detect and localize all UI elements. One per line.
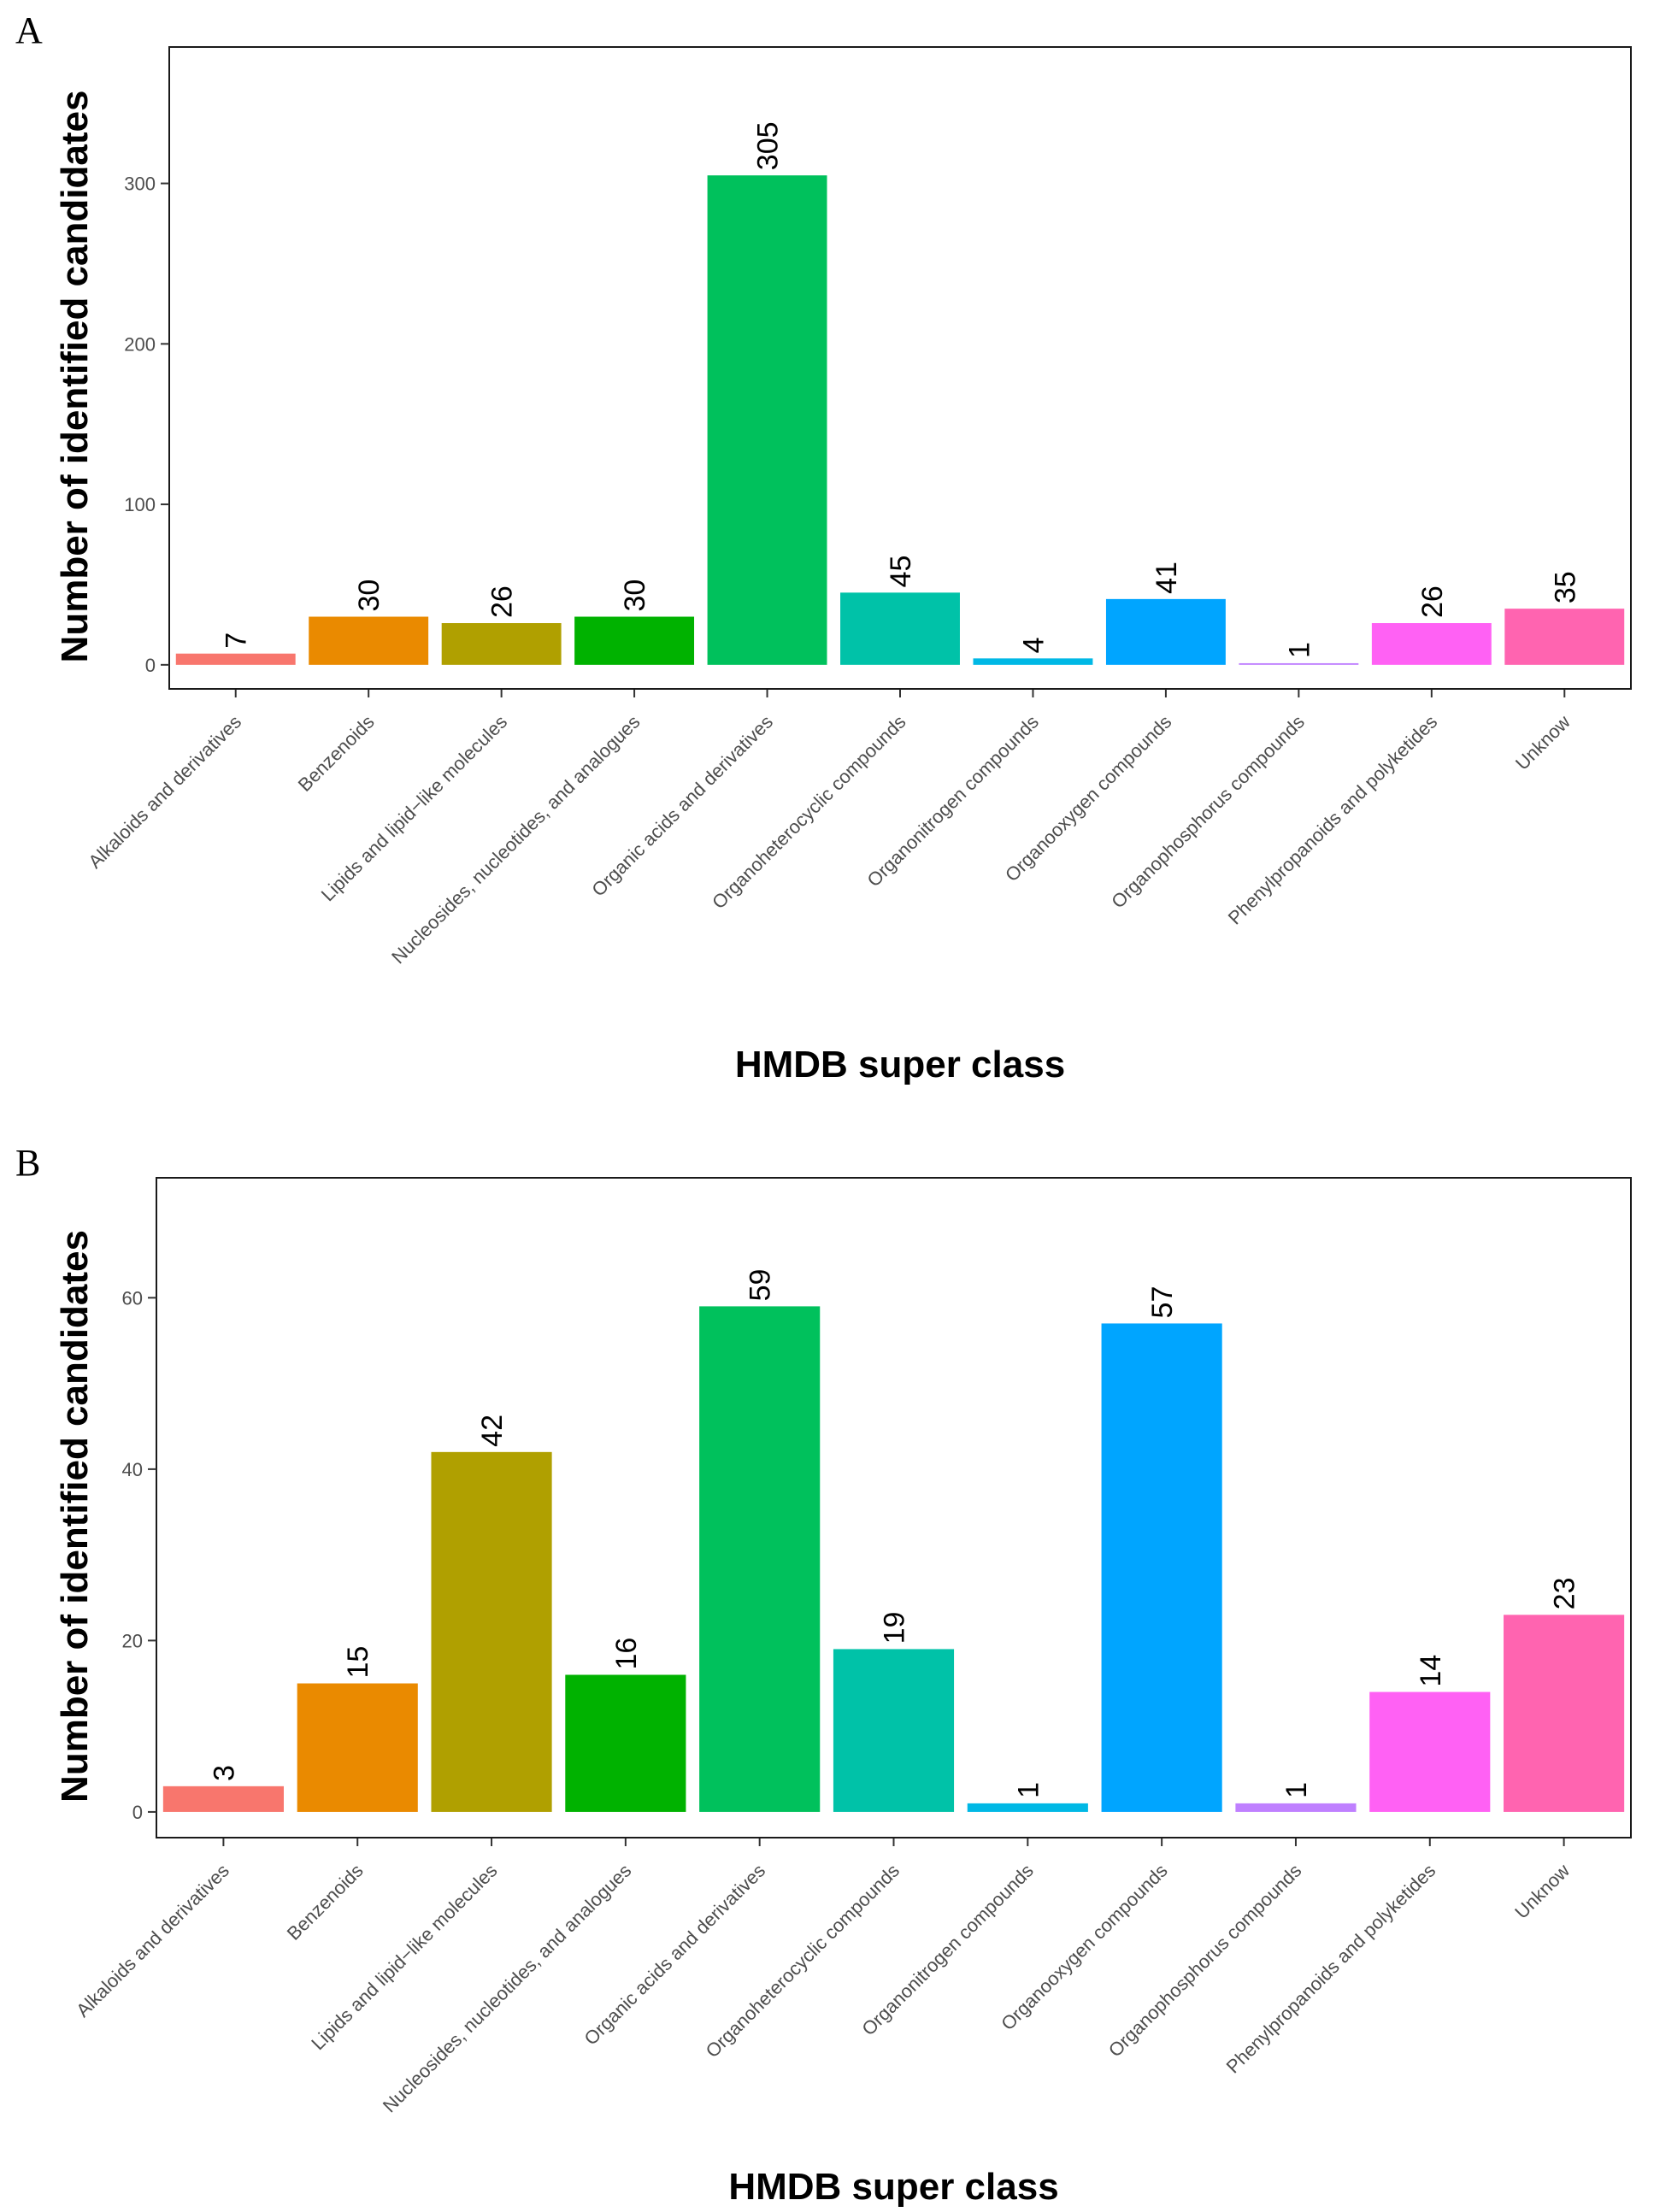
data-label: 57 — [1146, 1286, 1179, 1319]
bar-organonitrogen-compounds — [967, 1803, 1088, 1812]
bar-benzenoids — [297, 1683, 418, 1812]
y-axis-title: Number of identified candidates — [54, 1230, 96, 1803]
data-label: 26 — [486, 585, 519, 618]
data-label: 19 — [879, 1612, 911, 1644]
bar-nucleosides-nucleotides-and-analogues — [565, 1674, 686, 1812]
plot-frame — [156, 1177, 1632, 1838]
bar-alkaloids-and-derivatives — [162, 1785, 284, 1812]
bar-organic-acids-and-derivatives — [707, 175, 827, 665]
data-label: 30 — [619, 579, 651, 612]
x-tick-label: Unknow — [1510, 1860, 1574, 1923]
bar-benzenoids — [309, 616, 429, 665]
x-axis-title: HMDB super class — [728, 2166, 1058, 2208]
bar-phenylpropanoids-and-polyketides — [1371, 623, 1492, 665]
panel-letter: B — [15, 1142, 40, 1184]
x-tick-label: Nucleosides, nucleotides, and analogues — [387, 711, 644, 968]
data-label: 16 — [610, 1638, 643, 1670]
x-tick-label: Alkaloids and derivatives — [72, 1860, 233, 2021]
data-label: 30 — [353, 579, 386, 612]
plot-frame — [168, 46, 1632, 690]
x-axis-title: HMDB super class — [735, 1044, 1065, 1085]
data-label: 7 — [221, 632, 253, 649]
bar-organoheterocyclic-compounds — [833, 1649, 955, 1812]
bar-alkaloids-and-derivatives — [175, 653, 296, 665]
data-label: 45 — [885, 556, 917, 588]
y-tick-label: 200 — [124, 333, 156, 355]
y-tick-label: 0 — [145, 655, 156, 676]
bar-organooxygen-compounds — [1101, 1323, 1222, 1812]
x-tick-label: Nucleosides, nucleotides, and analogues — [379, 1860, 635, 2116]
data-label: 59 — [745, 1269, 777, 1302]
x-tick-label: Alkaloids and derivatives — [84, 711, 245, 873]
x-tick-label: Phenylpropanoids and polyketides — [1224, 711, 1442, 929]
bar-unknow — [1504, 1615, 1625, 1812]
data-label: 23 — [1549, 1577, 1581, 1609]
data-label: 15 — [342, 1646, 374, 1679]
bar-organophosphorus-compounds — [1239, 662, 1359, 665]
bar-phenylpropanoids-and-polyketides — [1369, 1691, 1491, 1812]
bar-lipids-and-lipid-like-molecules — [441, 623, 562, 665]
data-label: 1 — [1012, 1782, 1045, 1798]
y-tick-label: 60 — [122, 1287, 143, 1309]
x-tick-label: Benzenoids — [294, 711, 379, 796]
data-label: 41 — [1151, 562, 1183, 594]
data-label: 42 — [476, 1415, 509, 1447]
data-label: 14 — [1415, 1655, 1447, 1687]
data-label: 305 — [752, 121, 785, 170]
y-tick-label: 20 — [122, 1630, 143, 1651]
data-label: 4 — [1017, 637, 1050, 653]
chart-panel-b: B 3 Alkaloids and derivatives 15 Benzenoids 4… — [15, 1142, 1632, 2208]
data-label: 35 — [1549, 571, 1581, 603]
x-tick-label: Phenylpropanoids and polyketides — [1222, 1860, 1440, 2078]
bar-organonitrogen-compounds — [973, 658, 1093, 665]
bar-organophosphorus-compounds — [1235, 1803, 1357, 1812]
bar-nucleosides-nucleotides-and-analogues — [574, 616, 695, 665]
y-tick-label: 40 — [122, 1459, 143, 1480]
panel-letter: A — [15, 9, 43, 51]
data-label: 1 — [1280, 1782, 1313, 1798]
bar-organooxygen-compounds — [1105, 598, 1226, 665]
bar-unknow — [1504, 609, 1625, 665]
bar-organic-acids-and-derivatives — [699, 1306, 821, 1812]
x-tick-label: Unknow — [1511, 711, 1575, 774]
x-tick-label: Benzenoids — [283, 1860, 368, 1944]
y-tick-label: 300 — [124, 174, 156, 195]
y-axis-title: Number of identified candidates — [54, 91, 96, 663]
data-label: 1 — [1283, 642, 1316, 658]
data-label: 26 — [1416, 585, 1449, 618]
chart-panel-a: A 7 Alkaloids and derivatives 30 Benzenoids 2… — [15, 9, 1632, 1085]
y-tick-label: 0 — [132, 1802, 143, 1823]
bar-organoheterocyclic-compounds — [840, 592, 960, 665]
y-tick-label: 100 — [124, 494, 156, 515]
data-label: 3 — [208, 1765, 240, 1781]
bar-lipids-and-lipid-like-molecules — [431, 1451, 552, 1812]
